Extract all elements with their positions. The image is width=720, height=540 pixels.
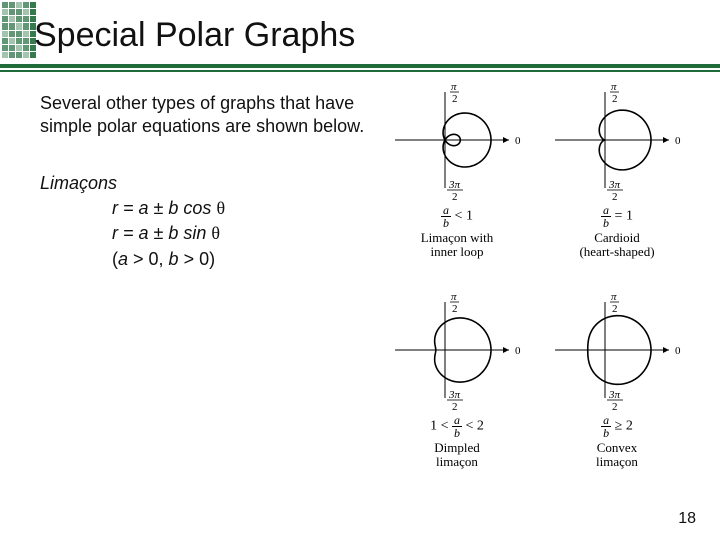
polar-plot: π 2 3π 2 0 [547, 290, 687, 410]
family-name: Limaçons [40, 171, 380, 196]
text-content: Several other types of graphs that have … [40, 92, 380, 272]
equations: Limaçons r = a ± b cos θ r = a ± b sin θ… [40, 171, 380, 272]
polar-plot: π 2 3π 2 0 [387, 80, 527, 200]
intro-text: Several other types of graphs that have … [40, 92, 380, 137]
svg-text:3π: 3π [448, 179, 461, 191]
svg-text:0: 0 [675, 135, 681, 147]
svg-text:2: 2 [612, 401, 618, 410]
svg-text:0: 0 [515, 135, 521, 147]
svg-text:2: 2 [452, 93, 458, 105]
cell-caption: Dimpledlimaçon [434, 441, 480, 470]
svg-text:π: π [611, 81, 617, 93]
polar-plot: π 2 3π 2 0 [547, 80, 687, 200]
figure-cell: π 2 3π 2 0 ab < 1Limaçon withinner loop [382, 80, 532, 270]
eq-cond: (a > 0, b > 0) [112, 247, 380, 272]
cell-caption: Convexlimaçon [596, 441, 638, 470]
svg-text:2: 2 [612, 303, 618, 315]
cell-caption: Limaçon withinner loop [421, 231, 494, 260]
figure-grid: π 2 3π 2 0 ab < 1Limaçon withinner loop … [382, 80, 692, 480]
eq-line-2: r = a ± b sin θ [112, 221, 380, 246]
eq-line-1: r = a ± b cos θ [112, 196, 380, 221]
figure-cell: π 2 3π 2 0 ab = 1Cardioid(heart-shaped) [542, 80, 692, 270]
cell-caption: Cardioid(heart-shaped) [579, 231, 654, 260]
svg-text:2: 2 [612, 191, 618, 200]
slide-header: Special Polar Graphs [0, 0, 720, 68]
cell-condition: ab ≥ 2 [601, 414, 633, 439]
svg-text:0: 0 [515, 345, 521, 357]
figure-cell: π 2 3π 2 0 1 < ab < 2Dimpledlimaçon [382, 290, 532, 480]
cell-condition: 1 < ab < 2 [430, 414, 484, 439]
svg-text:0: 0 [675, 345, 681, 357]
page-number: 18 [678, 510, 696, 528]
svg-text:π: π [451, 291, 457, 303]
svg-text:3π: 3π [448, 389, 461, 401]
svg-text:2: 2 [452, 191, 458, 200]
cell-condition: ab < 1 [441, 204, 473, 229]
figure-cell: π 2 3π 2 0 ab ≥ 2Convexlimaçon [542, 290, 692, 480]
svg-text:π: π [611, 291, 617, 303]
header-rule [0, 70, 720, 72]
svg-text:π: π [451, 81, 457, 93]
svg-text:3π: 3π [608, 389, 621, 401]
svg-text:3π: 3π [608, 179, 621, 191]
slide-title: Special Polar Graphs [34, 16, 355, 55]
svg-text:2: 2 [452, 303, 458, 315]
svg-text:2: 2 [612, 93, 618, 105]
polar-plot: π 2 3π 2 0 [387, 290, 527, 410]
svg-text:2: 2 [452, 401, 458, 410]
cell-condition: ab = 1 [601, 204, 633, 229]
header-decor [0, 0, 38, 60]
